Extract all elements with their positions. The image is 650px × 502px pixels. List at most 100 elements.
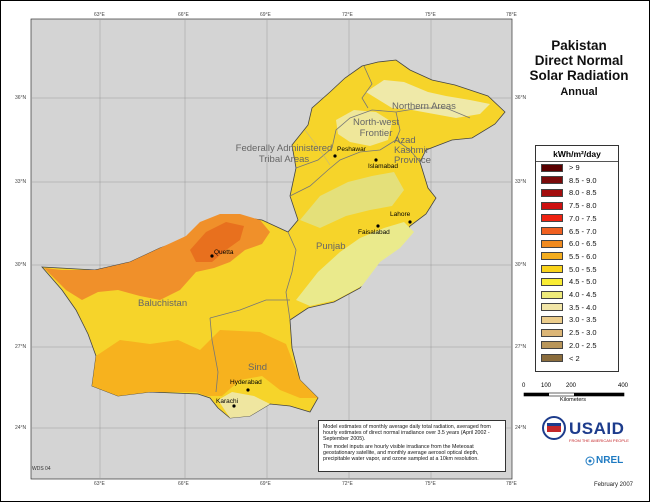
legend-label: 5.0 - 5.5 bbox=[569, 264, 597, 274]
city-dot-faisalabad bbox=[376, 224, 380, 228]
lon-label-78: 78°E bbox=[506, 12, 517, 18]
region-label-azad-kashmir: Azad Kashmir Province bbox=[394, 135, 431, 166]
city-label-islamabad: Islamabad bbox=[368, 163, 398, 170]
city-label-karachi: Karachi bbox=[216, 398, 239, 405]
legend-label: 7.0 - 7.5 bbox=[569, 213, 597, 223]
model-note: Model estimates of monthly average daily… bbox=[318, 420, 506, 472]
scale-unit: Kilometers bbox=[560, 397, 586, 403]
lon-label-72-bottom: 72°E bbox=[342, 481, 353, 487]
legend-row: 5.5 - 6.0 bbox=[541, 252, 597, 261]
legend-swatch bbox=[541, 201, 563, 210]
legend-label: > 9 bbox=[569, 163, 580, 172]
legend-label: < 2 bbox=[569, 353, 580, 363]
zone-4-4.5-upper-punjab bbox=[300, 172, 404, 228]
lon-label-75-bottom: 75°E bbox=[425, 481, 436, 487]
pakistan-map bbox=[41, 59, 506, 419]
legend-row: < 2 bbox=[541, 354, 580, 363]
scale-bar: 0 100 200 400 Kilometers bbox=[522, 380, 632, 410]
legend-swatch bbox=[541, 354, 563, 362]
legend-swatch bbox=[541, 290, 563, 299]
legend-label: 4.0 - 4.5 bbox=[569, 290, 597, 299]
legend-swatch bbox=[541, 239, 563, 248]
lon-label-69-bottom: 69°E bbox=[260, 481, 271, 487]
region-label-punjab: Punjab bbox=[316, 241, 346, 252]
lon-label-78-bottom: 78°E bbox=[506, 481, 517, 487]
scale-tick-100: 100 bbox=[541, 383, 552, 389]
lon-label-66-bottom: 66°E bbox=[178, 481, 189, 487]
legend-row: > 9 bbox=[541, 163, 580, 172]
lon-label-69: 69°E bbox=[260, 12, 271, 18]
nrel-emblem bbox=[585, 456, 595, 466]
legend-swatch bbox=[541, 265, 563, 274]
map-date: February 2007 bbox=[594, 482, 634, 488]
legend-label: 4.5 - 5.0 bbox=[569, 277, 597, 287]
city-label-quetta: Quetta bbox=[214, 249, 234, 256]
legend-swatch bbox=[541, 277, 563, 286]
map-code: WDS 04 bbox=[32, 466, 51, 472]
city-dot-hyderabad bbox=[246, 388, 250, 392]
lon-label-75: 75°E bbox=[425, 12, 436, 18]
usaid-logo: USAID FROM THE AMERICAN PEOPLE bbox=[541, 410, 631, 446]
usaid-seal bbox=[542, 416, 566, 440]
legend-row: 4.5 - 5.0 bbox=[541, 277, 597, 286]
legend-swatch bbox=[541, 227, 563, 235]
lat-label-24: 24°N bbox=[15, 425, 27, 431]
city-label-hyderabad: Hyderabad bbox=[230, 379, 262, 386]
legend-row: 3.5 - 4.0 bbox=[541, 303, 597, 312]
legend-row: 5.0 - 5.5 bbox=[541, 265, 597, 274]
legend-row: 3.0 - 3.5 bbox=[541, 315, 597, 324]
legend-row: 6.5 - 7.0 bbox=[541, 227, 597, 236]
legend-label: 2.5 - 3.0 bbox=[569, 328, 597, 338]
legend-swatch bbox=[541, 303, 563, 312]
legend-label: 8.0 - 8.5 bbox=[569, 188, 597, 198]
province-boundaries bbox=[209, 65, 471, 393]
legend-label: 6.5 - 7.0 bbox=[569, 226, 597, 236]
region-label-baluchistan: Baluchistan bbox=[138, 298, 188, 309]
legend-swatch bbox=[541, 214, 563, 223]
city-label-lahore: Lahore bbox=[390, 211, 411, 218]
zone-4-4.5-punjab bbox=[296, 222, 414, 306]
legend-swatch bbox=[541, 176, 563, 185]
city-label-peshawar: Peshawar bbox=[337, 146, 366, 153]
usaid-tagline: FROM THE AMERICAN PEOPLE bbox=[569, 438, 629, 443]
legend-title: kWh/m²/day bbox=[536, 146, 618, 162]
lat-label-33: 33°N bbox=[15, 179, 27, 185]
legend-swatch bbox=[541, 341, 563, 350]
model-note-p1: Model estimates of monthly average daily… bbox=[323, 424, 491, 443]
lat-label-36-right: 36°N bbox=[515, 95, 527, 101]
region-label-nwfp: North-west Frontier bbox=[353, 117, 399, 139]
city-dot-karachi bbox=[232, 404, 236, 408]
lat-label-30-right: 30°N bbox=[515, 262, 527, 268]
lat-label-24-right: 24°N bbox=[515, 425, 527, 431]
lon-label-66: 66°E bbox=[178, 12, 189, 18]
city-dot-quetta bbox=[210, 254, 214, 258]
legend-row: 2.0 - 2.5 bbox=[541, 341, 597, 350]
scale-tick-200: 200 bbox=[566, 383, 577, 389]
legend-label: 6.0 - 6.5 bbox=[569, 239, 597, 249]
legend-row: 8.0 - 8.5 bbox=[541, 188, 597, 197]
scale-bar-graphic bbox=[523, 392, 625, 397]
legend-row: 8.5 - 9.0 bbox=[541, 176, 597, 185]
lat-label-36: 36°N bbox=[15, 95, 27, 101]
country-outline bbox=[41, 59, 506, 419]
map-title: Pakistan Direct Normal Solar Radiation bbox=[514, 38, 644, 83]
lat-label-30: 30°N bbox=[15, 262, 27, 268]
legend-row: 4.0 - 4.5 bbox=[541, 290, 597, 299]
legend-swatch bbox=[541, 328, 563, 337]
scale-tick-0: 0 bbox=[522, 383, 526, 389]
legend: kWh/m²/day > 9 8.5 - 9.0 8.0 - 8.5 7.5 - 8.… bbox=[535, 145, 619, 372]
legend-swatch bbox=[541, 315, 563, 324]
legend-label: 2.0 - 2.5 bbox=[569, 340, 597, 350]
lat-label-27-right: 27°N bbox=[515, 344, 527, 350]
nrel-logo: NREL bbox=[583, 452, 633, 470]
legend-swatch bbox=[541, 252, 563, 261]
scale-tick-400: 400 bbox=[618, 383, 629, 389]
city-label-faisalabad: Faisalabad bbox=[358, 229, 390, 236]
legend-label: 5.5 - 6.0 bbox=[569, 251, 597, 261]
legend-row: 7.0 - 7.5 bbox=[541, 214, 597, 223]
lon-label-72: 72°E bbox=[342, 12, 353, 18]
legend-label: 3.0 - 3.5 bbox=[569, 315, 597, 325]
region-label-sind: Sind bbox=[248, 362, 268, 373]
region-label-northern-areas: Northern Areas bbox=[392, 101, 456, 112]
city-dot-lahore bbox=[408, 220, 412, 224]
